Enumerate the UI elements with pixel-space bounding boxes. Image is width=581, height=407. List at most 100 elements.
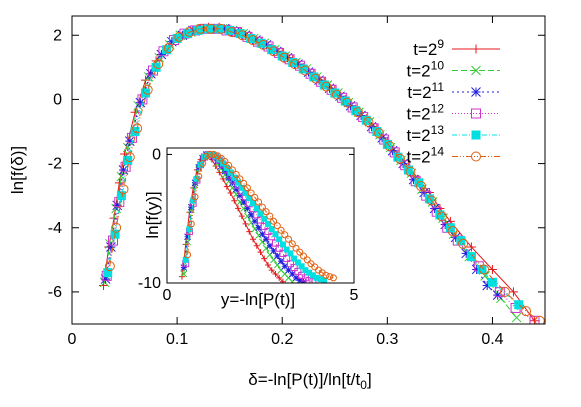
inset-point-3-33 — [305, 276, 313, 283]
inset-xtick-label-0: 0 — [163, 287, 172, 304]
main-point-5-36 — [479, 264, 490, 275]
inset-point-2-15 — [236, 192, 244, 199]
main-point-5-13 — [226, 27, 237, 38]
main-xtick-label-3: 0.3 — [376, 331, 398, 348]
main-point-5-37 — [500, 286, 511, 297]
inset-point-5-2 — [191, 193, 199, 201]
main-point-4-36 — [466, 252, 476, 262]
inset-point-2-11 — [221, 167, 229, 175]
inset-point-5-6 — [206, 150, 214, 158]
inset-point-1-18 — [247, 219, 255, 226]
inset-series-group — [178, 150, 337, 283]
inset-point-2-23 — [266, 242, 274, 250]
main-point-4-33 — [435, 210, 445, 220]
inset-point-5-27 — [285, 235, 293, 243]
inset-point-4-31 — [298, 263, 305, 270]
main-ytick-label-0: 2 — [53, 27, 62, 44]
inset-point-3-27 — [283, 255, 291, 263]
inset-x-axis-label: y=-ln[P(t)] — [221, 290, 295, 309]
inset-point-4-16 — [242, 190, 249, 196]
inset-point-2-17 — [244, 205, 251, 212]
inset-point-0-25 — [272, 271, 279, 277]
inset-axis-ticks: 0 50-10 — [138, 146, 359, 304]
inset-point-4-27 — [283, 246, 290, 253]
main-point-4-29 — [393, 152, 403, 162]
inset-point-2-18 — [247, 211, 255, 219]
main-point-4-9 — [183, 29, 193, 39]
main-point-4-13 — [225, 25, 235, 35]
main-point-0-36 — [466, 242, 476, 252]
inset-point-5-5 — [202, 152, 210, 160]
main-point-2-1 — [106, 242, 116, 252]
main-point-2-29 — [387, 145, 398, 156]
main-ytick-label-4: -6 — [48, 284, 62, 301]
main-point-4-27 — [372, 127, 382, 136]
inset-point-4-4 — [197, 161, 204, 168]
main-point-5-21 — [310, 73, 321, 84]
main-point-2-16 — [251, 35, 261, 45]
inset-point-1-22 — [262, 244, 270, 252]
main-point-4-35 — [456, 236, 466, 246]
inset-point-5-39 — [329, 274, 337, 282]
main-point-5-16 — [258, 39, 269, 50]
main-point-2-4 — [124, 136, 135, 146]
main-xtick-label-0: 0 — [68, 331, 77, 348]
main-point-5-0 — [104, 261, 115, 272]
main-plot-frame — [71, 15, 546, 325]
main-point-2-2 — [112, 200, 123, 211]
inset-point-3-24 — [271, 239, 279, 247]
inset-point-5-32 — [303, 256, 311, 264]
inset-point-4-26 — [279, 241, 286, 248]
legend-marker-3 — [471, 108, 481, 119]
main-point-2-13 — [219, 23, 230, 34]
main-point-2-3 — [118, 165, 129, 175]
inset-point-5-22 — [266, 212, 274, 220]
inset-point-5-25 — [277, 226, 285, 234]
inset-point-1-14 — [232, 190, 240, 198]
inset-point-0-23 — [264, 262, 271, 268]
inset-point-4-19 — [253, 205, 260, 212]
inset-point-4-28 — [287, 250, 294, 257]
inset-point-3-28 — [286, 260, 294, 268]
inset-point-5-21 — [262, 208, 270, 216]
main-axis-ticks: 0 0.1 0.2 0.3 0.4 2 0 -2 -4 -6 — [48, 16, 545, 348]
inset-point-0-16 — [238, 213, 245, 220]
main-point-5-30 — [405, 166, 416, 177]
inset-point-2-20 — [255, 224, 262, 232]
main-point-2-22 — [314, 75, 324, 86]
main-point-4-11 — [204, 24, 214, 34]
inset-point-4-35 — [313, 274, 320, 281]
inset-point-0-18 — [246, 228, 253, 235]
main-point-4-22 — [319, 80, 329, 90]
inset-point-4-36 — [317, 276, 324, 283]
inset-point-2-19 — [251, 217, 259, 225]
legend-marker-5 — [471, 151, 481, 162]
main-point-5-12 — [216, 23, 227, 34]
inset-point-4-22 — [264, 220, 271, 227]
main-point-0-38 — [508, 287, 518, 297]
main-point-4-3 — [123, 155, 133, 165]
inset-point-5-20 — [258, 203, 266, 211]
inset-point-4-34 — [309, 272, 316, 279]
main-point-5-28 — [384, 140, 395, 151]
main-x-axis-label: δ=-ln[P(t)]/ln[t/t0] — [248, 370, 371, 392]
inset-point-0-19 — [250, 236, 257, 243]
inset-point-3-25 — [275, 244, 283, 252]
inset-point-4-1 — [186, 226, 193, 232]
main-point-2-6 — [145, 68, 156, 79]
main-point-5-2 — [118, 184, 129, 195]
inset-point-0-15 — [235, 205, 242, 212]
main-point-5-35 — [458, 238, 469, 249]
inset-point-4-15 — [238, 184, 245, 191]
inset-point-0-17 — [242, 220, 249, 227]
main-point-5-4 — [132, 123, 143, 134]
main-point-5-39 — [534, 315, 545, 324]
inset-point-5-31 — [300, 252, 308, 260]
main-point-5-7 — [163, 43, 174, 54]
main-point-2-5 — [135, 97, 146, 108]
main-point-5-38 — [521, 306, 532, 317]
inset-point-0-24 — [268, 267, 275, 274]
inset-point-2-14 — [232, 185, 240, 193]
main-point-5-32 — [426, 195, 437, 206]
legend-label-1: t=210 — [407, 59, 445, 81]
